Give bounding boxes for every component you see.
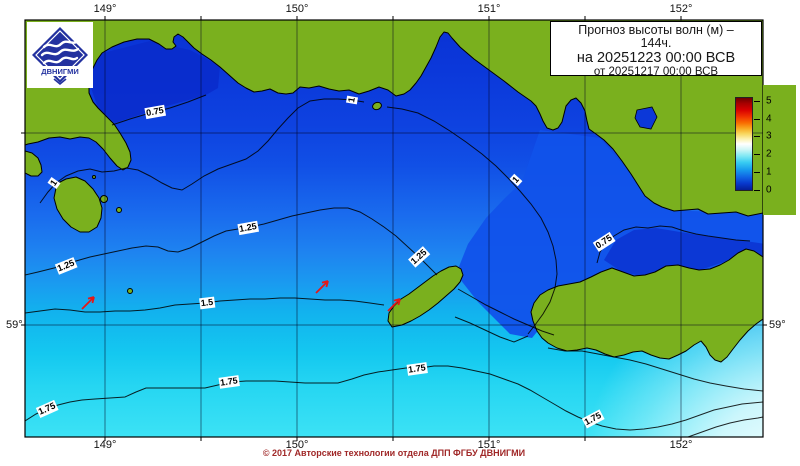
copyright-text: © 2017 Авторские технологии отдела ДПП Ф… [262, 448, 526, 458]
east-land [530, 248, 763, 363]
colorbar-tick [754, 154, 760, 155]
contour-1.25-west [25, 207, 438, 276]
contour-2 [687, 416, 763, 437]
colorbar-value-label: 3 [766, 130, 772, 142]
lon-label-top: 151° [477, 3, 501, 15]
forecast-title-line1: Прогноз высоты волн (м) – [578, 23, 734, 37]
map-frame [21, 16, 767, 441]
lon-label-bottom: 151° [477, 439, 501, 451]
contour-1.5-mid [454, 316, 529, 343]
west-island [53, 176, 103, 233]
lon-label-top: 150° [285, 3, 309, 15]
lon-label-bottom: 152° [669, 439, 693, 451]
colorbar-gradient [735, 97, 753, 191]
colorbar-tick [754, 119, 760, 120]
lon-label-top: 152° [669, 3, 693, 15]
logo-chevron-icon [53, 78, 67, 86]
colorbar-value-label: 5 [766, 95, 772, 107]
small-island [127, 288, 133, 294]
logo-text: ДВНИГМИ [41, 67, 78, 76]
small-island [92, 175, 96, 179]
forecast-lead-time: 144ч. [640, 36, 672, 50]
colorbar-value-label: 0 [766, 184, 772, 195]
wave-direction-arrow-icon [387, 298, 401, 312]
contour-1.75 [25, 365, 763, 431]
contour-1.5-east [547, 347, 763, 392]
small-island [372, 101, 382, 111]
colorbar-tick [754, 136, 760, 137]
forecast-title-box: Прогноз высоты волн (м) – 144ч. на 20251… [550, 21, 762, 78]
colorbar-tick [754, 101, 760, 102]
colorbar-value-label: 4 [766, 113, 772, 125]
inland-lake [634, 106, 658, 130]
lon-label-top: 149° [93, 3, 117, 15]
contour-1-east [386, 106, 558, 335]
lon-label-bottom: 150° [285, 439, 309, 451]
small-island [100, 195, 108, 203]
grid-layer [25, 20, 763, 437]
colorbar-tick [754, 190, 760, 191]
forecast-issue-time: от 20251217 00:00 ВСВ [593, 66, 719, 78]
small-island [116, 207, 122, 213]
wave-direction-arrow-icon [81, 296, 95, 310]
colorbar-tick [754, 172, 760, 173]
lon-label-bottom: 149° [93, 439, 117, 451]
west-coast-wedge [25, 150, 43, 177]
colorbar-panel [763, 85, 796, 215]
contour-1-west [39, 98, 365, 204]
institute-logo: ДВНИГМИ [27, 22, 93, 88]
wave-direction-arrows [81, 280, 401, 312]
lat-label-right: 59° [769, 319, 786, 331]
lat-label-left: 59° [6, 319, 23, 331]
colorbar-value-label: 1 [766, 166, 772, 178]
logo-waves [40, 39, 80, 65]
wave-direction-arrow-icon [315, 280, 329, 294]
contour-label: 1.5 [199, 296, 215, 310]
colorbar-value-label: 2 [766, 148, 772, 160]
contour-1.25-east [457, 288, 555, 336]
forecast-valid-time: на 20251223 00:00 ВСВ [576, 50, 736, 66]
logo-graphic: ДВНИГМИ [32, 27, 88, 86]
